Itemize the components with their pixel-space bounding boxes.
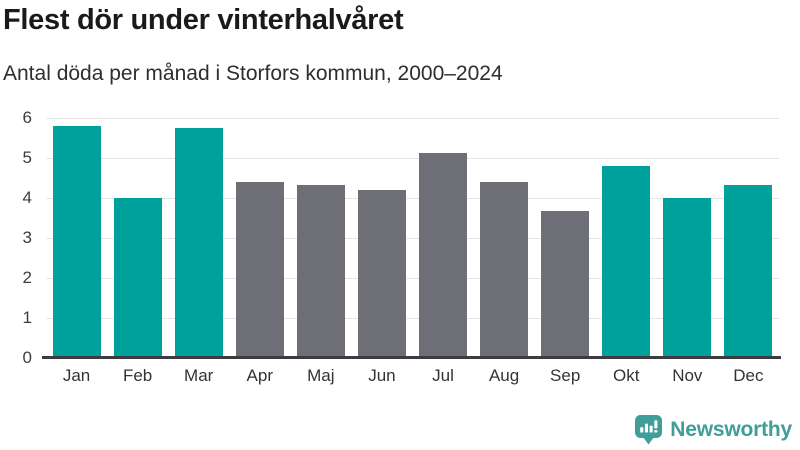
x-tick-maj: Maj: [307, 366, 335, 385]
newsworthy-logo[interactable]: Newsworthy: [634, 414, 792, 446]
bar-slot-jun: [351, 118, 412, 358]
x-tick-mar: Mar: [184, 366, 214, 385]
x-tick-apr: Apr: [246, 366, 273, 385]
y-tick-6: 6: [22, 108, 32, 127]
y-tick-3: 3: [22, 228, 32, 247]
plot-area: [42, 118, 781, 359]
x-tick-jul: Jul: [432, 366, 454, 385]
y-tick-1: 1: [22, 308, 32, 327]
bar-slot-jul: [412, 118, 473, 358]
bar-sep: [541, 210, 590, 358]
bar-feb: [113, 198, 162, 358]
bar-mar: [174, 128, 223, 358]
bar-slot-sep: [535, 118, 596, 358]
bar-slot-dec: [718, 118, 779, 358]
gridline-3: [46, 238, 779, 239]
x-tick-nov: Nov: [672, 366, 703, 385]
bar-slot-okt: [596, 118, 657, 358]
bar-dec: [724, 184, 773, 358]
x-axis-labels: Jan Feb Mar Apr Maj Jun Jul Aug Sep Okt Nov Dec: [46, 366, 779, 386]
x-tick-okt: Okt: [613, 366, 640, 385]
bar-jul: [419, 153, 467, 358]
x-tick-jun: Jun: [368, 366, 396, 385]
x-tick-feb: Feb: [122, 366, 153, 385]
bar-apr: [235, 182, 284, 358]
newsworthy-wordmark: Newsworthy: [670, 418, 792, 441]
y-tick-4: 4: [22, 188, 32, 207]
bar-okt: [602, 166, 651, 358]
gridline-4: [46, 198, 779, 199]
x-tick-dec: Dec: [733, 366, 764, 385]
bar-slot-mar: [168, 118, 229, 358]
bar-nov: [663, 198, 712, 358]
y-tick-2: 2: [22, 268, 32, 287]
gridline-1: [46, 318, 779, 319]
bar-series: [46, 118, 779, 358]
chart-subtitle: Antal döda per månad i Storfors kommun, …: [3, 62, 503, 85]
x-axis-line: [42, 356, 781, 359]
x-tick-sep: Sep: [550, 366, 581, 385]
bar-slot-apr: [229, 118, 290, 358]
gridline-5: [46, 158, 779, 159]
bar-maj: [296, 184, 345, 358]
y-tick-0: 0: [22, 348, 32, 367]
bar-aug: [480, 182, 529, 358]
bar-jun: [357, 190, 406, 358]
y-axis-labels: 0 1 2 3 4 5 6: [0, 108, 34, 367]
x-tick-aug: Aug: [488, 366, 520, 385]
chart-title: Flest dör under vinterhalvåret: [3, 4, 404, 36]
gridline-6: [46, 118, 779, 119]
x-tick-jan: Jan: [62, 366, 91, 385]
bar-jan: [52, 126, 101, 358]
bar-slot-feb: [107, 118, 168, 358]
y-tick-5: 5: [22, 148, 32, 167]
bar-slot-nov: [657, 118, 718, 358]
bar-slot-jan: [46, 118, 107, 358]
bar-slot-maj: [290, 118, 351, 358]
bar-slot-aug: [474, 118, 535, 358]
gridline-2: [46, 278, 779, 279]
newsworthy-icon: [635, 415, 663, 445]
